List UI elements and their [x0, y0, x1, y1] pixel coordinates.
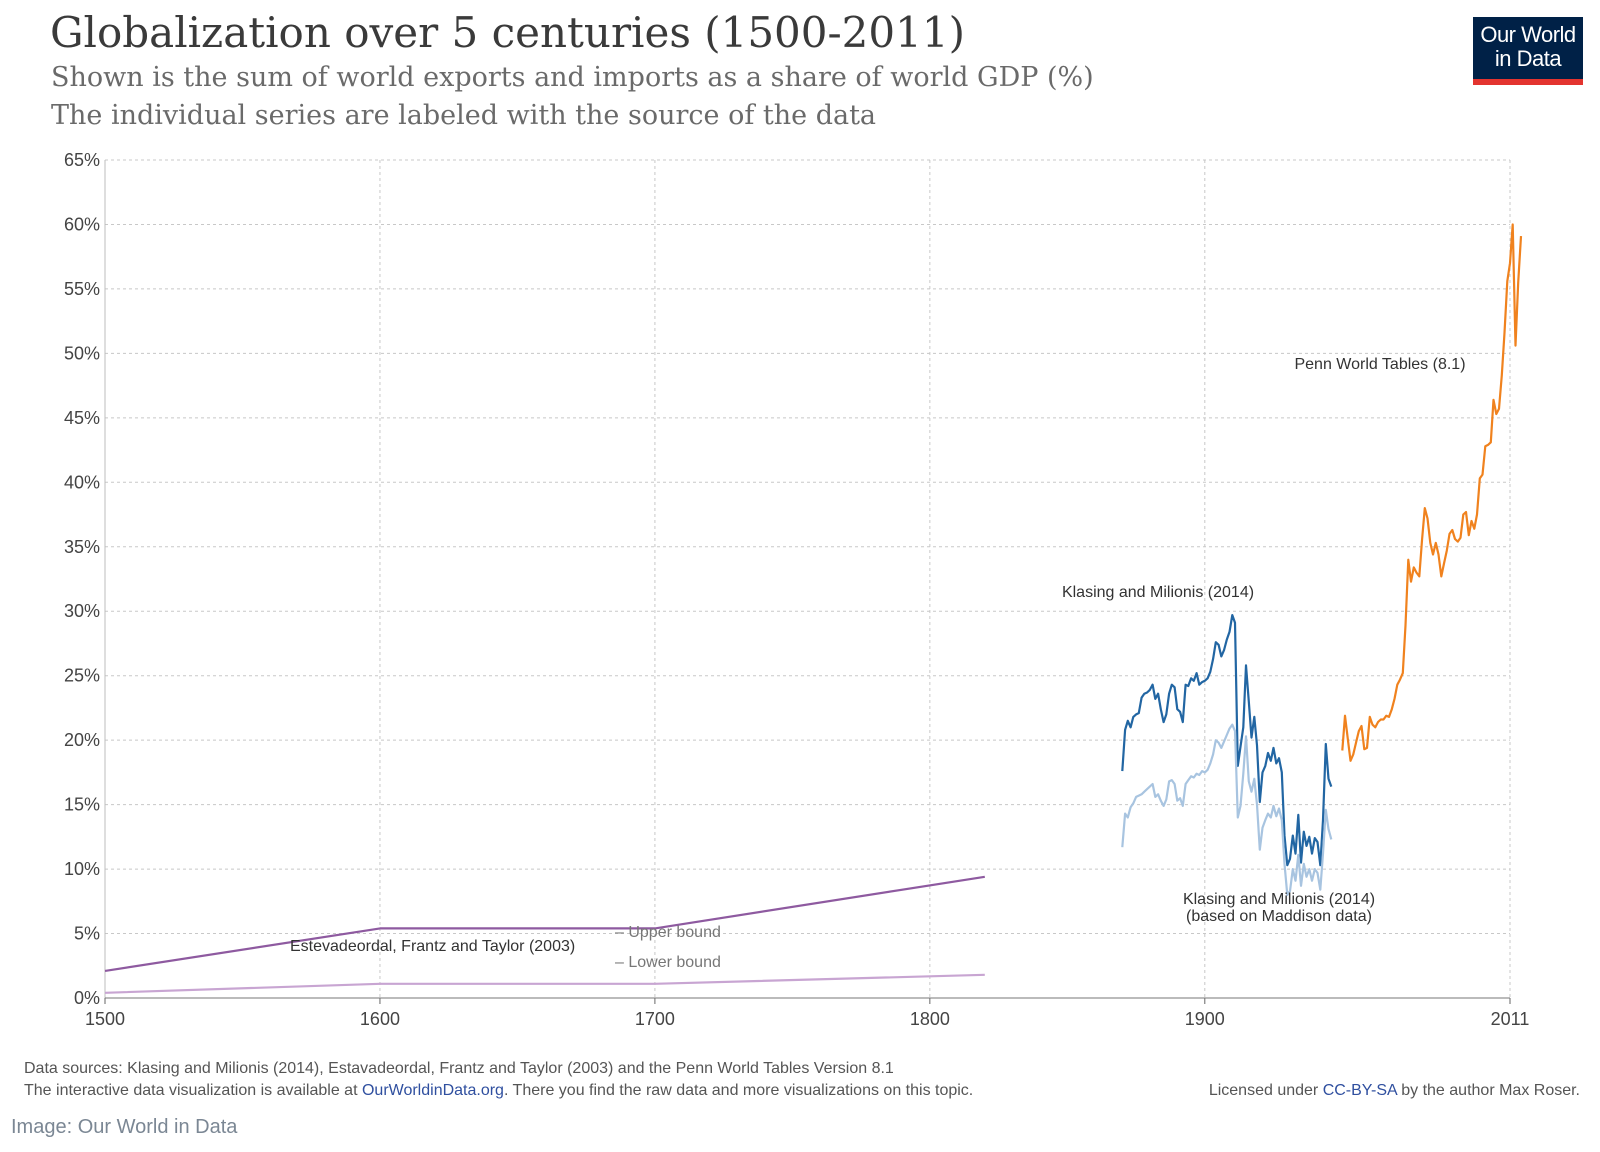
chart-title: Globalization over 5 centuries (1500-201… — [50, 8, 965, 57]
x-tick-label: 1800 — [910, 1009, 950, 1029]
annotation-lower: – Lower bound — [615, 954, 721, 971]
y-tick-label: 55% — [64, 279, 100, 299]
y-tick-label: 10% — [64, 859, 100, 879]
x-tick-label: 1900 — [1185, 1009, 1225, 1029]
owid-link[interactable]: OurWorldinData.org — [361, 1082, 504, 1099]
y-tick-label: 30% — [64, 601, 100, 621]
series-line-eft_lower — [104, 973, 985, 994]
y-tick-label: 15% — [64, 795, 100, 815]
annotation-pwt: Penn World Tables (8.1) — [1294, 356, 1465, 373]
y-tick-label: 25% — [64, 666, 100, 686]
annotation-kmm2: (based on Maddison data) — [1186, 908, 1372, 925]
x-tick-label: 1700 — [635, 1009, 675, 1029]
license-link[interactable]: CC-BY-SA — [1322, 1082, 1397, 1099]
data-sources-note: Data sources: Klasing and Milionis (2014… — [24, 1060, 894, 1077]
interactive-note-prefix: The interactive data visualization is av… — [24, 1082, 362, 1099]
series-line-eft_upper — [104, 875, 985, 972]
logo-line-1: Our World — [1480, 22, 1576, 47]
license-note: Licensed under CC-BY-SA by the author Ma… — [1209, 1082, 1580, 1100]
y-tick-label: 50% — [64, 343, 100, 363]
our-world-in-data-logo[interactable]: Our World in Data — [1473, 17, 1583, 85]
x-tick-label: 1500 — [85, 1009, 125, 1029]
y-tick-label: 65% — [64, 150, 100, 170]
y-tick-label: 60% — [64, 214, 100, 234]
annotation-km: Klasing and Milionis (2014) — [1062, 584, 1254, 601]
y-tick-label: 45% — [64, 408, 100, 428]
series-line-pwt — [1341, 223, 1523, 762]
annotation-eft: Estevadeordal, Frantz and Taylor (2003) — [290, 938, 575, 955]
interactive-note: The interactive data visualization is av… — [24, 1082, 973, 1100]
interactive-note-suffix: . There you find the raw data and more v… — [503, 1082, 974, 1099]
annotation-upper: – Upper bound — [615, 924, 721, 941]
series-line-km — [1121, 614, 1333, 867]
chart-subtitle: Shown is the sum of world exports and im… — [51, 62, 1094, 93]
logo-accent-bar — [1473, 79, 1583, 85]
license-suffix: by the author Max Roser. — [1396, 1082, 1580, 1099]
annotation-kmm1: Klasing and Milionis (2014) — [1183, 891, 1375, 908]
chart-subtitle-secondary: The individual series are labeled with t… — [51, 100, 877, 131]
y-tick-label: 0% — [74, 988, 100, 1008]
x-tick-label: 2011 — [1491, 1009, 1530, 1029]
x-tick-label: 1600 — [360, 1009, 400, 1029]
logo-line-2: in Data — [1494, 46, 1562, 71]
y-tick-label: 20% — [64, 730, 100, 750]
y-tick-label: 40% — [64, 472, 100, 492]
y-tick-label: 35% — [64, 537, 100, 557]
series-line-km_maddison — [1121, 723, 1333, 896]
image-credit: Image: Our World in Data — [11, 1116, 238, 1138]
license-prefix: Licensed under — [1208, 1082, 1323, 1099]
y-tick-label: 5% — [74, 924, 100, 944]
